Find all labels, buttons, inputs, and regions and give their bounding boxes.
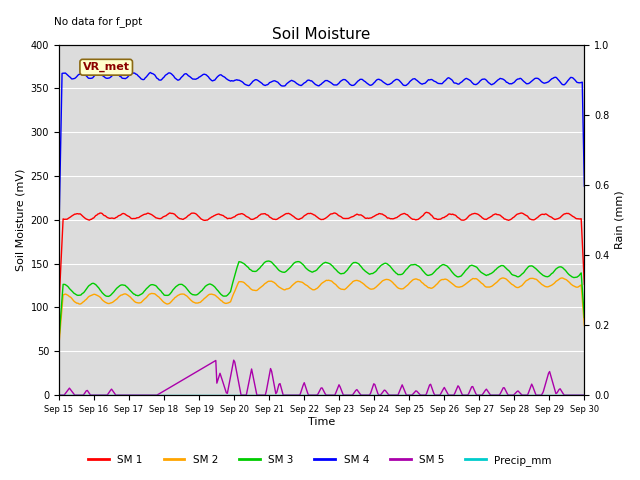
Text: VR_met: VR_met: [83, 62, 130, 72]
X-axis label: Time: Time: [308, 417, 335, 427]
Y-axis label: Soil Moisture (mV): Soil Moisture (mV): [15, 168, 25, 271]
Legend: SM 1, SM 2, SM 3, SM 4, SM 5, Precip_mm: SM 1, SM 2, SM 3, SM 4, SM 5, Precip_mm: [84, 451, 556, 470]
Y-axis label: Rain (mm): Rain (mm): [615, 191, 625, 249]
Text: No data for f_ppt: No data for f_ppt: [54, 16, 142, 27]
Title: Soil Moisture: Soil Moisture: [273, 27, 371, 42]
